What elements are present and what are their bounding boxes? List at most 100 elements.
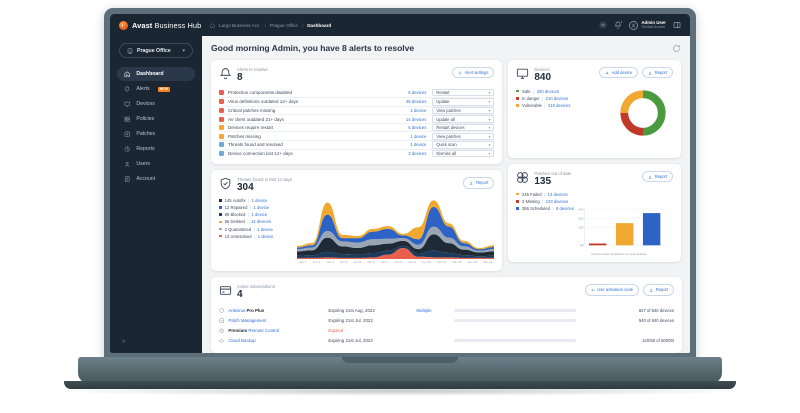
subscription-name[interactable]: Patch Management <box>228 318 328 323</box>
subscription-row[interactable]: Cloud Backup Expiring 21st Jul, 2022 120… <box>219 336 674 346</box>
alert-action-select[interactable]: Restart ▾ <box>432 89 495 97</box>
sidebar-item-alerts[interactable]: Alerts NEW <box>117 82 195 96</box>
legend-devices[interactable]: 1 device <box>251 212 268 218</box>
sidebar-item-devices[interactable]: Devices <box>117 97 195 111</box>
brand-name: Avast Business Hub <box>132 21 201 30</box>
download-icon <box>648 175 652 179</box>
subscription-row[interactable]: Premium Remote Control Expired <box>219 326 674 336</box>
legend-swatch <box>516 192 519 196</box>
alert-settings-button[interactable]: Alert settings <box>452 67 495 79</box>
x-tick: Jun 11 <box>437 260 447 265</box>
shield-icon <box>219 308 224 314</box>
subscription-row[interactable]: Patch Management Expiring 21st Jul, 2022… <box>219 316 674 326</box>
subscription-progress-bar <box>454 319 577 323</box>
alert-device-count[interactable]: 1 device <box>410 107 427 113</box>
alert-row[interactable]: Patches missing 1 device View patches ▾ <box>219 131 495 140</box>
subscription-expiry: Expiring 21st Aug, 2022 <box>328 308 375 314</box>
refresh-icon[interactable] <box>672 44 681 53</box>
alerts-card-header: Alerts to resolve 8 Alert settings <box>219 67 495 83</box>
alert-action-select[interactable]: Quick scan ▾ <box>432 141 495 149</box>
alert-device-count[interactable]: 3 devices <box>408 150 427 156</box>
subscriptions-report-button[interactable]: Report <box>643 284 674 296</box>
breadcrumb-current: Dashboard <box>307 22 332 28</box>
threats-report-button[interactable]: Report <box>463 177 495 189</box>
alert-action-select[interactable]: View patches ▾ <box>432 106 495 115</box>
sidebar-item-patches[interactable]: Patches <box>117 127 195 141</box>
legend-swatch <box>219 213 222 216</box>
office-selector[interactable]: Prague Office ▾ <box>119 43 193 58</box>
sidebar-item-users[interactable]: Users <box>117 157 195 171</box>
alert-device-count[interactable]: 1 device <box>410 142 427 148</box>
download-icon <box>649 288 653 292</box>
alert-action-select[interactable]: Update all ▾ <box>432 115 495 123</box>
legend-count: 56 <box>224 219 230 225</box>
legend-devices[interactable]: 1 device <box>251 197 268 203</box>
legend-value[interactable]: 420 devices <box>536 88 560 94</box>
legend-value[interactable]: 210 devices <box>547 103 571 109</box>
gear-icon[interactable] <box>599 21 607 29</box>
alert-row[interactable]: Devices require restart 6 devices Restar… <box>219 122 495 132</box>
legend-devices[interactable]: 1 device <box>257 226 273 232</box>
sidebar-item-account[interactable]: Account <box>117 172 195 186</box>
use-activation-code-button[interactable]: Use activation code <box>584 284 640 296</box>
legend-devices[interactable]: 1 device <box>257 233 274 239</box>
office-selector-label: Prague Office <box>137 47 171 54</box>
use-activation-code-label: Use activation code <box>597 287 634 293</box>
alert-row[interactable]: Device connection lost 14+ days 3 device… <box>219 148 495 158</box>
legend-devices[interactable]: 1 device <box>253 204 270 210</box>
subscription-expiry: Expired <box>328 328 344 334</box>
threats-card-title: Threats found in last 14 days <box>237 177 293 183</box>
legend-swatch <box>516 104 519 108</box>
sidebar-item-dashboard[interactable]: Dashboard <box>117 67 195 81</box>
legend-count: 12 <box>224 204 230 210</box>
alert-action-select[interactable]: Dismiss all ▾ <box>432 149 495 158</box>
alert-action-select[interactable]: View patches ▾ <box>432 132 495 140</box>
panel-toggle-icon[interactable] <box>673 21 681 29</box>
legend-devices[interactable]: 14 devices <box>250 219 271 225</box>
legend-devices[interactable]: 123 devices <box>545 198 569 204</box>
sidebar-collapse-button[interactable]: « <box>122 339 126 345</box>
subscription-multiple-link[interactable]: Multiple <box>416 308 432 314</box>
alert-device-count[interactable]: 1 device <box>410 133 427 139</box>
app-window: Avast Business Hub Large Business Acc. /… <box>110 14 690 353</box>
alert-device-count[interactable]: 45 devices <box>405 99 427 105</box>
alert-device-count[interactable]: 6 devices <box>408 90 427 96</box>
sidebar-item-policies[interactable]: Policies <box>117 112 195 126</box>
legend-item: 356 Scheduled | 6 devices <box>516 206 574 212</box>
breadcrumb-item-office[interactable]: Prague Office <box>269 22 298 28</box>
alert-row[interactable]: Virus definitions outdated 14+ days 45 d… <box>219 97 495 106</box>
subscription-name[interactable]: Cloud Backup <box>228 338 328 343</box>
sidebar-item-reports[interactable]: Reports <box>117 142 195 156</box>
patch-icon <box>219 318 224 323</box>
subscriptions-card-actions: Use activation code Report <box>584 284 674 296</box>
notification-bell-icon[interactable] <box>614 20 624 29</box>
add-device-button[interactable]: Add device <box>599 67 639 79</box>
subscription-name[interactable]: Antivirus Pro Plus <box>228 308 328 313</box>
legend-value[interactable]: 210 devices <box>545 95 569 101</box>
alert-action-select[interactable]: Update ▾ <box>432 98 495 106</box>
alert-device-count[interactable]: 6 devices <box>408 125 427 131</box>
bell-icon <box>124 86 130 92</box>
alert-device-count[interactable]: 14 devices <box>405 116 427 122</box>
legend-devices[interactable]: 6 devices <box>556 206 574 212</box>
patches-report-button[interactable]: Report <box>642 171 673 183</box>
alert-severity-icon <box>219 107 224 113</box>
subscription-row[interactable]: Antivirus Pro Plus Expiring 21st Aug, 20… <box>219 306 674 316</box>
subscription-name[interactable]: Premium Remote Control <box>228 328 328 333</box>
alert-row[interactable]: Protection components disabled 6 devices… <box>219 89 495 98</box>
breadcrumb-item-account[interactable]: Large Business Acc. <box>219 22 261 28</box>
alert-label: Virus definitions outdated 14+ days <box>228 99 299 105</box>
alert-row[interactable]: Critical patches missing 1 device View p… <box>219 105 495 115</box>
subscription-name-text: Patch Management <box>228 318 267 324</box>
alert-row[interactable]: Threats found and resolved 1 device Quic… <box>219 140 495 149</box>
alert-label: Devices require restart <box>228 125 274 131</box>
patches-card-header: Patches out of date 135 Report <box>516 171 673 187</box>
alert-action-select[interactable]: Restart devices ▾ <box>432 123 495 132</box>
subscription-name-tier: Pro Plus <box>246 308 265 314</box>
user-menu[interactable]: Admin User Global Admin <box>629 20 666 30</box>
legend-item: 12 Repaired | 1 device <box>219 205 297 210</box>
devices-report-button[interactable]: Report <box>642 67 673 79</box>
legend-devices[interactable]: 14 devices <box>547 191 568 197</box>
alert-row[interactable]: AV client outdated 21+ days 14 devices U… <box>219 114 495 123</box>
brand-logo-area[interactable]: Avast Business Hub <box>110 20 202 30</box>
